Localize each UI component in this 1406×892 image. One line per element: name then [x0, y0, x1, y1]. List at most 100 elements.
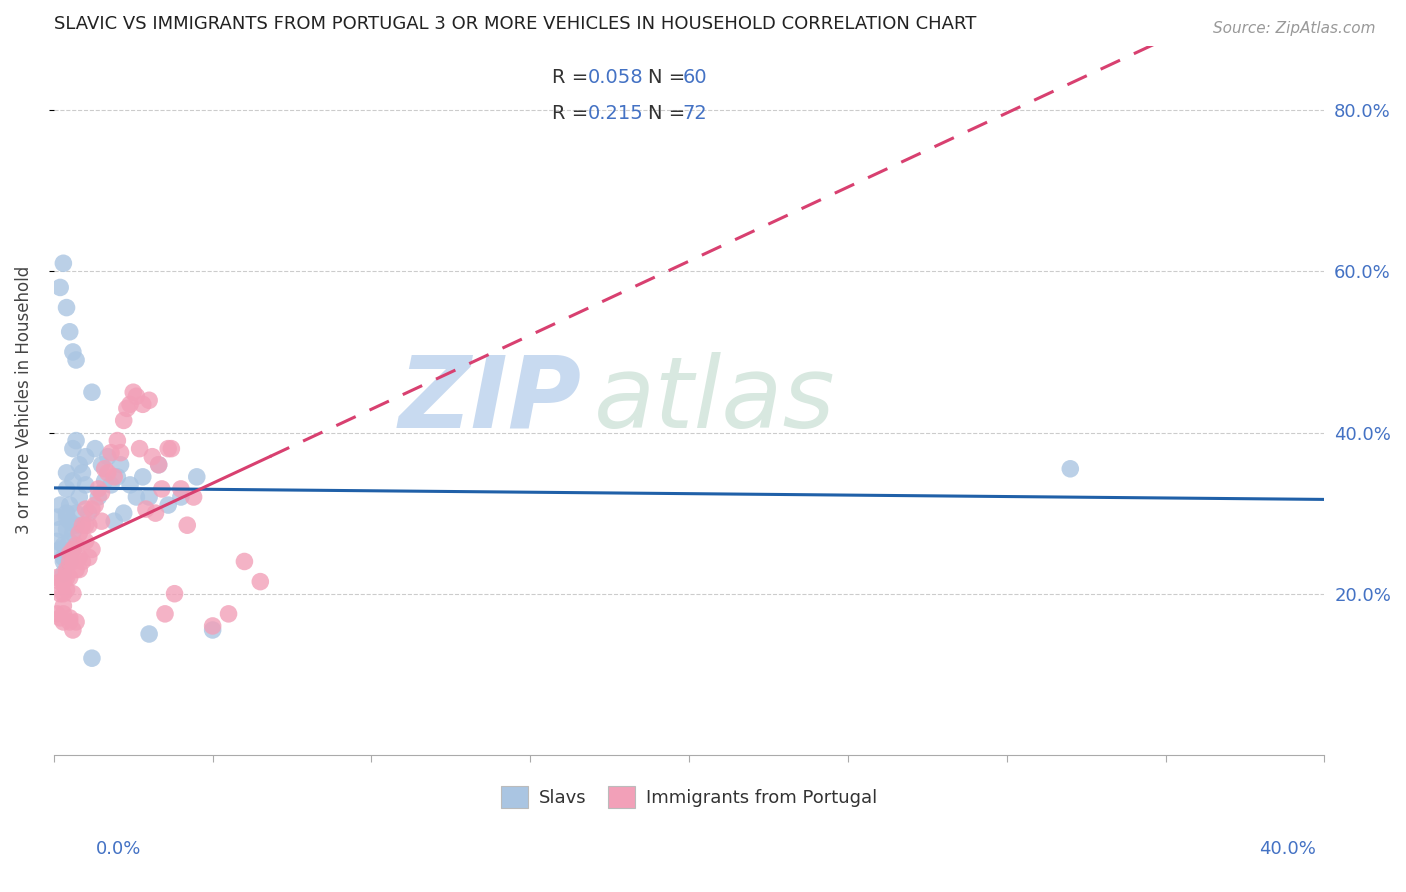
Point: [62, 587, 84, 601]
Point: [59, 611, 82, 625]
Point: [132, 470, 155, 484]
Point: [49, 574, 72, 589]
Point: [103, 514, 125, 528]
Point: [59, 554, 82, 568]
Point: [49, 587, 72, 601]
Point: [55, 522, 77, 536]
Point: [120, 478, 142, 492]
Point: [112, 506, 135, 520]
Point: [49, 522, 72, 536]
Point: [75, 518, 97, 533]
Point: [55, 506, 77, 520]
Point: [110, 458, 132, 472]
Point: [138, 393, 160, 408]
Point: [75, 502, 97, 516]
Text: Source: ZipAtlas.com: Source: ZipAtlas.com: [1212, 21, 1375, 37]
Point: [55, 301, 77, 315]
Point: [46, 510, 69, 524]
Point: [233, 554, 256, 568]
Point: [84, 498, 107, 512]
Point: [120, 397, 142, 411]
Point: [67, 550, 90, 565]
Point: [157, 498, 180, 512]
Point: [52, 599, 75, 613]
Point: [65, 353, 87, 368]
Point: [218, 607, 240, 621]
Text: 0.215: 0.215: [588, 103, 643, 123]
Point: [183, 490, 205, 504]
Point: [77, 550, 100, 565]
Point: [100, 445, 122, 459]
Point: [52, 256, 75, 270]
Point: [170, 490, 193, 504]
Point: [105, 470, 128, 484]
Point: [97, 466, 120, 480]
Text: 72: 72: [683, 103, 707, 123]
Point: [138, 627, 160, 641]
Point: [75, 478, 97, 492]
Point: [157, 442, 180, 456]
Point: [201, 623, 224, 637]
Point: [59, 534, 82, 549]
Point: [65, 562, 87, 576]
Point: [52, 550, 75, 565]
Point: [67, 526, 90, 541]
Point: [65, 434, 87, 448]
Point: [110, 445, 132, 459]
Point: [150, 482, 173, 496]
Point: [93, 474, 115, 488]
Point: [62, 345, 84, 359]
Point: [160, 442, 183, 456]
Text: 0.058: 0.058: [588, 69, 643, 87]
Point: [46, 607, 69, 621]
Text: SLAVIC VS IMMIGRANTS FROM PORTUGAL 3 OR MORE VEHICLES IN HOUSEHOLD CORRELATION C: SLAVIC VS IMMIGRANTS FROM PORTUGAL 3 OR …: [53, 15, 976, 33]
Point: [148, 458, 170, 472]
Point: [153, 607, 176, 621]
Text: ZIP: ZIP: [398, 351, 581, 449]
Point: [62, 542, 84, 557]
Point: [90, 514, 112, 528]
Point: [80, 385, 103, 400]
Point: [80, 502, 103, 516]
Point: [59, 615, 82, 629]
Point: [122, 385, 145, 400]
Point: [49, 280, 72, 294]
Point: [112, 413, 135, 427]
Point: [59, 498, 82, 512]
Point: [59, 554, 82, 568]
Point: [201, 619, 224, 633]
Point: [62, 554, 84, 568]
Point: [72, 466, 94, 480]
Point: [75, 534, 97, 549]
Point: [62, 623, 84, 637]
Point: [80, 651, 103, 665]
Point: [72, 554, 94, 568]
Text: atlas: atlas: [593, 351, 835, 449]
Point: [49, 611, 72, 625]
Point: [170, 482, 193, 496]
Point: [141, 450, 163, 464]
Point: [59, 571, 82, 585]
Point: [87, 490, 110, 504]
Point: [52, 587, 75, 601]
Point: [52, 607, 75, 621]
Y-axis label: 3 or more Vehicles in Household: 3 or more Vehicles in Household: [15, 266, 32, 534]
Point: [132, 397, 155, 411]
Text: 60: 60: [683, 69, 707, 87]
Text: N =: N =: [648, 103, 686, 123]
Point: [72, 518, 94, 533]
Point: [138, 490, 160, 504]
Point: [249, 574, 271, 589]
Point: [52, 574, 75, 589]
Point: [77, 506, 100, 520]
Point: [67, 490, 90, 504]
Point: [105, 434, 128, 448]
Point: [52, 538, 75, 552]
Point: [67, 562, 90, 576]
Point: [62, 442, 84, 456]
Legend: Slavs, Immigrants from Portugal: Slavs, Immigrants from Portugal: [492, 777, 886, 817]
Point: [135, 502, 157, 516]
Point: [55, 566, 77, 581]
Point: [115, 401, 138, 416]
Text: N =: N =: [648, 69, 686, 87]
